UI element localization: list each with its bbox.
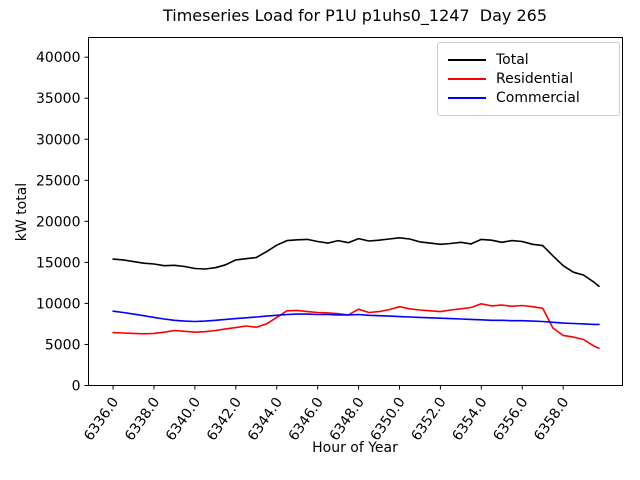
legend-line-sample <box>448 59 486 61</box>
x-tick-label: 6346.0 <box>286 395 327 444</box>
series-line-commercial <box>112 310 600 326</box>
x-axis-label: Hour of Year <box>312 440 398 456</box>
y-tick-label: 40000 <box>36 50 81 66</box>
x-tick-label: 6336.0 <box>81 395 122 444</box>
y-tick-label: 30000 <box>36 132 81 148</box>
legend-line-sample <box>448 78 486 80</box>
legend-label: Total <box>496 52 529 68</box>
y-tick-label: 35000 <box>36 91 81 107</box>
x-tick-label: 6340.0 <box>163 395 204 444</box>
x-tick-label: 6358.0 <box>531 395 572 444</box>
legend: Total Residential Commercial <box>437 42 620 116</box>
y-tick-label: 5000 <box>45 337 81 353</box>
series-line-residential <box>112 302 600 350</box>
chart-title: Timeseries Load for P1U p1uhs0_1247 Day … <box>162 6 548 25</box>
x-tick-label: 6344.0 <box>245 395 286 444</box>
y-tick-label: 20000 <box>36 214 81 230</box>
legend-label: Residential <box>496 71 574 87</box>
x-tick-label: 6352.0 <box>408 395 449 444</box>
y-tick-label: 0 <box>72 379 81 395</box>
axes-frame <box>88 37 623 386</box>
x-tick-label: 6350.0 <box>368 395 409 444</box>
y-tick-label: 25000 <box>36 173 81 189</box>
legend-entry-residential: Residential <box>448 70 609 88</box>
y-tick-label: 10000 <box>36 296 81 312</box>
legend-line-sample <box>448 97 486 99</box>
x-tick-label: 6348.0 <box>327 395 368 444</box>
legend-label: Commercial <box>496 90 580 106</box>
y-tick-label: 15000 <box>36 255 81 271</box>
legend-entry-total: Total <box>448 51 609 69</box>
x-tick-label: 6342.0 <box>204 395 245 444</box>
x-tick-label: 6338.0 <box>122 395 163 444</box>
y-axis-label: kW total <box>14 182 30 242</box>
x-tick-label: 6354.0 <box>449 395 490 444</box>
legend-entry-commercial: Commercial <box>448 89 609 107</box>
x-tick-label: 6356.0 <box>490 395 531 444</box>
series-line-total <box>112 237 600 288</box>
